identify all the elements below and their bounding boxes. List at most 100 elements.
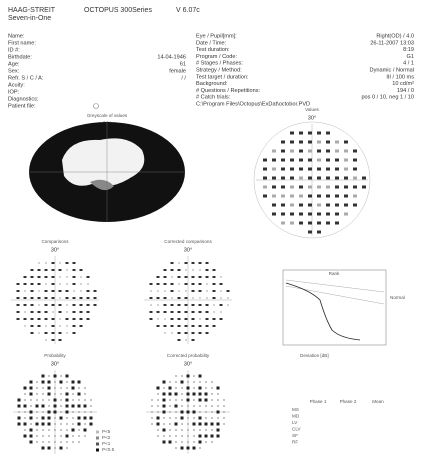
symbol bbox=[163, 387, 165, 389]
symbol bbox=[335, 194, 339, 198]
symbol bbox=[157, 393, 159, 395]
symbol bbox=[335, 185, 339, 189]
symbol bbox=[178, 290, 180, 292]
symbol bbox=[23, 434, 27, 438]
field-label: Strategy / Method: bbox=[196, 67, 242, 73]
symbol bbox=[169, 423, 171, 425]
symbol bbox=[93, 297, 97, 299]
symbol bbox=[175, 429, 177, 431]
symbol bbox=[35, 422, 39, 426]
symbol bbox=[326, 185, 330, 189]
symbol bbox=[187, 417, 189, 419]
symbol bbox=[78, 387, 80, 389]
index-row: LV bbox=[292, 420, 298, 425]
symbol bbox=[223, 411, 225, 413]
symbol bbox=[44, 276, 48, 278]
symbol bbox=[193, 375, 195, 377]
symbol bbox=[191, 276, 195, 278]
symbol bbox=[30, 405, 32, 407]
symbol bbox=[79, 325, 83, 327]
symbol bbox=[326, 140, 330, 144]
symbol bbox=[317, 140, 321, 144]
symbol bbox=[335, 203, 339, 207]
symbol bbox=[187, 429, 189, 431]
symbol bbox=[36, 441, 38, 443]
symbol bbox=[162, 410, 166, 414]
symbol bbox=[157, 399, 159, 401]
symbol bbox=[78, 411, 80, 413]
symbol bbox=[30, 311, 34, 313]
symbol bbox=[199, 318, 201, 320]
symbol bbox=[362, 176, 366, 180]
symbol bbox=[58, 290, 62, 292]
symbol bbox=[149, 318, 153, 320]
symbol bbox=[60, 435, 62, 437]
symbol bbox=[156, 297, 160, 299]
symbol bbox=[58, 269, 62, 271]
symbol bbox=[29, 440, 33, 444]
symbol bbox=[192, 410, 196, 414]
symbol bbox=[199, 447, 201, 449]
symbol bbox=[169, 405, 171, 407]
symbol bbox=[184, 318, 188, 320]
symbol bbox=[335, 221, 339, 225]
symbol bbox=[181, 375, 183, 377]
symbol bbox=[72, 311, 76, 313]
symbol bbox=[89, 422, 93, 426]
symbol bbox=[192, 269, 194, 271]
symbol bbox=[213, 311, 215, 313]
symbol bbox=[216, 428, 220, 432]
symbol bbox=[308, 212, 312, 216]
symbol bbox=[204, 392, 208, 396]
legend-label: P<5 bbox=[102, 429, 111, 434]
symbol bbox=[171, 276, 173, 278]
symbol bbox=[198, 262, 202, 264]
symbol bbox=[79, 269, 83, 271]
symbol bbox=[174, 404, 178, 408]
symbol bbox=[263, 158, 267, 162]
legend-symbol bbox=[96, 436, 99, 440]
symbol bbox=[180, 446, 184, 450]
field-label: Sex: bbox=[8, 68, 20, 74]
symbol bbox=[44, 311, 48, 313]
symbol bbox=[44, 304, 48, 306]
symbol bbox=[53, 398, 57, 402]
symbol bbox=[223, 399, 225, 401]
symbol bbox=[299, 140, 303, 144]
symbol bbox=[178, 283, 180, 285]
symbol bbox=[353, 185, 357, 189]
symbol bbox=[51, 325, 55, 327]
symbol bbox=[60, 423, 62, 425]
symbol bbox=[51, 297, 55, 299]
symbol bbox=[170, 304, 174, 306]
symbol bbox=[79, 318, 83, 320]
symbol bbox=[87, 283, 89, 285]
symbol bbox=[163, 304, 167, 306]
symbol bbox=[41, 374, 45, 378]
symbol bbox=[175, 447, 177, 449]
symbol bbox=[205, 381, 207, 383]
symbol bbox=[90, 411, 92, 413]
eye-icon bbox=[93, 103, 99, 109]
symbol bbox=[44, 290, 48, 292]
symbol bbox=[72, 304, 76, 306]
symbol bbox=[198, 398, 202, 402]
symbol bbox=[65, 297, 69, 299]
symbol bbox=[170, 262, 174, 264]
symbol bbox=[17, 404, 21, 408]
symbol bbox=[51, 262, 55, 264]
symbol bbox=[216, 434, 220, 438]
symbol bbox=[184, 276, 188, 278]
symbol bbox=[157, 318, 159, 320]
symbol bbox=[163, 417, 165, 419]
symbol bbox=[177, 325, 181, 327]
symbol bbox=[66, 387, 68, 389]
symbol bbox=[30, 304, 34, 306]
symbol bbox=[24, 399, 26, 401]
symbol bbox=[198, 311, 202, 313]
symbol bbox=[23, 386, 27, 390]
symbol bbox=[191, 311, 195, 313]
symbol bbox=[199, 429, 201, 431]
symbol bbox=[66, 417, 68, 419]
